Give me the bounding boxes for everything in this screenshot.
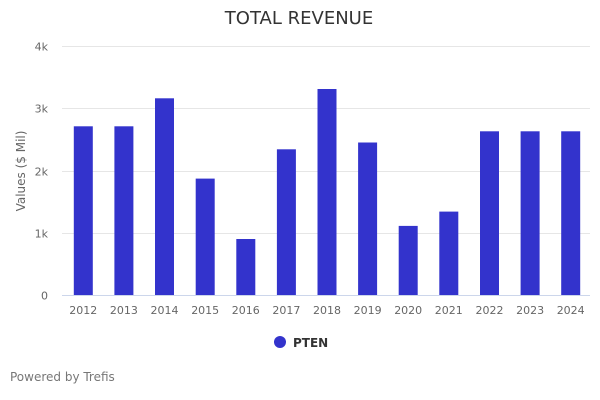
- x-tick-label: 2018: [313, 304, 341, 317]
- bar-2013[interactable]: [114, 126, 134, 295]
- y-tick-label: 3k: [35, 103, 49, 116]
- y-tick-label: 4k: [35, 41, 49, 54]
- bar-2023[interactable]: [520, 131, 540, 295]
- y-tick-label: 2k: [35, 166, 49, 179]
- x-tick-label: 2017: [272, 304, 300, 317]
- x-tick-label: 2023: [516, 304, 544, 317]
- powered-by-credit[interactable]: Powered by Trefis: [10, 370, 115, 384]
- chart-title: TOTAL REVENUE: [224, 8, 373, 29]
- x-tick-label: 2019: [354, 304, 382, 317]
- bar-2024[interactable]: [561, 131, 581, 295]
- x-tick-label: 2016: [232, 304, 260, 317]
- y-tick-label: 1k: [35, 228, 49, 241]
- y-axis-label: Values ($ Mil): [14, 131, 28, 212]
- x-tick-label: 2015: [191, 304, 219, 317]
- bar-2020[interactable]: [398, 225, 418, 295]
- bar-2014[interactable]: [155, 98, 174, 295]
- x-axis-ticks: 2012 2013 2014 2015 2016 2017 2018 2019 2020 2021…: [69, 304, 584, 317]
- bar-2019[interactable]: [358, 142, 378, 296]
- x-tick-label: 2021: [435, 304, 463, 317]
- bar-2015[interactable]: [195, 178, 215, 295]
- legend-label-pten: PTEN: [293, 336, 328, 350]
- bar-2016[interactable]: [236, 239, 256, 295]
- bars: [73, 89, 581, 296]
- x-tick-label: 2013: [110, 304, 138, 317]
- legend-marker-pten: [274, 336, 286, 348]
- x-tick-label: 2022: [476, 304, 504, 317]
- legend[interactable]: PTEN: [274, 336, 328, 350]
- bar-2022[interactable]: [480, 131, 499, 295]
- bar-2021[interactable]: [439, 211, 459, 295]
- y-tick-label: 0: [41, 290, 48, 303]
- bar-2017[interactable]: [276, 149, 296, 295]
- x-tick-label: 2014: [151, 304, 179, 317]
- x-tick-label: 2012: [69, 304, 97, 317]
- bar-2018[interactable]: [317, 89, 337, 295]
- x-tick-label: 2024: [557, 304, 585, 317]
- y-axis-ticks: 0 1k 2k 3k 4k: [35, 41, 49, 303]
- bar-2012[interactable]: [73, 126, 93, 295]
- x-tick-label: 2020: [394, 304, 422, 317]
